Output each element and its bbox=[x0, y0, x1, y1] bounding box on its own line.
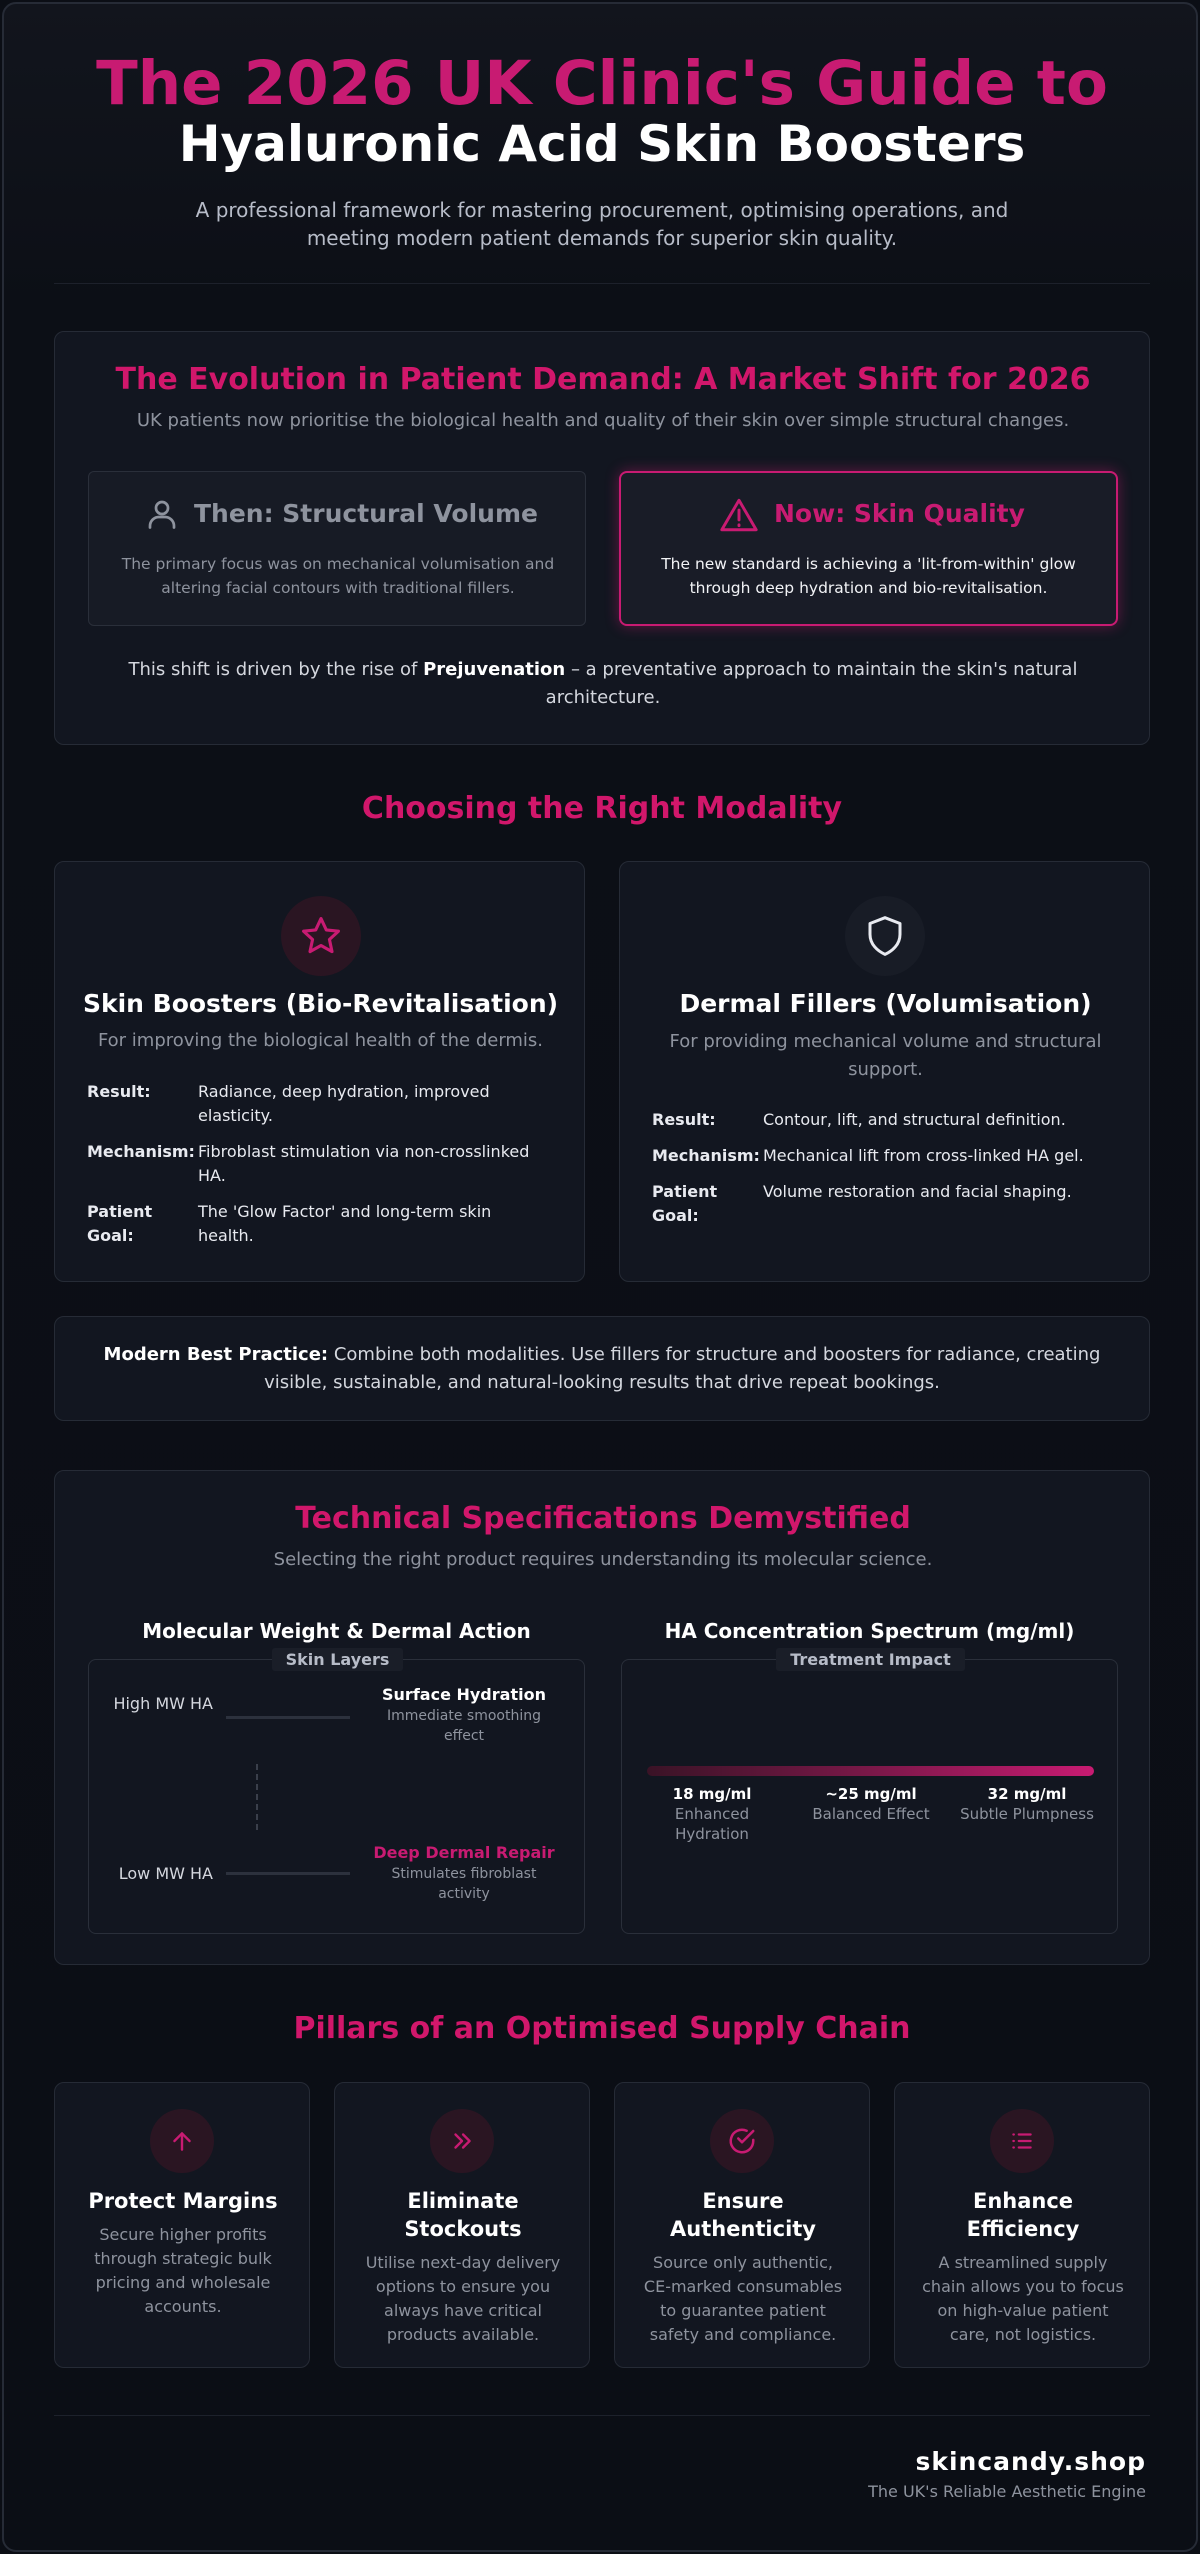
conc-diagram: Treatment Impact 18 mg/ml Enhanced Hydra… bbox=[621, 1648, 1118, 1934]
best-practice-text: Combine both modalities. Use fillers for… bbox=[264, 1344, 1101, 1393]
boosters-card: Skin Boosters (Bio-Revitalisation) For i… bbox=[54, 861, 585, 1282]
mw-diagram: Skin Layers High MW HA Surface Hydration… bbox=[88, 1648, 585, 1934]
deep-dermal-repair-sub: Stimulates fibroblast activity bbox=[391, 1866, 537, 1902]
pillar-body: A streamlined supply chain allows you to… bbox=[922, 2253, 1124, 2344]
double-chevron-right-icon bbox=[430, 2109, 494, 2173]
concentration-gradient-bar bbox=[647, 1766, 1094, 1776]
best-practice-box: Modern Best Practice: Combine both modal… bbox=[54, 1316, 1150, 1421]
deep-dermal-repair-title: Deep Dermal Repair bbox=[373, 1843, 555, 1862]
pillar-title: Enhance Efficiency bbox=[966, 2189, 1080, 2241]
boosters-title: Skin Boosters (Bio-Revitalisation) bbox=[82, 989, 559, 1018]
high-mw-connector bbox=[226, 1716, 350, 1719]
pillar-title: Protect Margins bbox=[88, 2189, 278, 2213]
high-mw-label: High MW HA bbox=[113, 1694, 213, 1713]
header-divider bbox=[54, 283, 1150, 284]
row-key: Patient Goal: bbox=[652, 1182, 718, 1225]
evolution-title: The Evolution in Patient Demand: A Marke… bbox=[115, 362, 1091, 397]
pillar-ensure-authenticity: Ensure Authenticity Source only authenti… bbox=[614, 2082, 870, 2368]
fillers-title: Dermal Fillers (Volumisation) bbox=[679, 989, 1092, 1018]
then-title: Then: Structural Volume bbox=[194, 499, 538, 528]
low-mw-connector bbox=[226, 1872, 350, 1875]
evolution-panel: The Evolution in Patient Demand: A Marke… bbox=[54, 331, 1150, 745]
now-title: Now: Skin Quality bbox=[774, 499, 1025, 528]
conc-label-18: Enhanced Hydration bbox=[674, 1805, 750, 1843]
specs-subtitle: Selecting the right product requires und… bbox=[273, 1549, 933, 1570]
brand-tagline: The UK's Reliable Aesthetic Engine bbox=[868, 2482, 1146, 2501]
boosters-subtitle: For improving the biological health of t… bbox=[97, 1030, 544, 1051]
pillar-title: Eliminate Stockouts bbox=[404, 2189, 522, 2241]
best-practice-label: Modern Best Practice: bbox=[103, 1344, 329, 1365]
pillar-body: Source only authentic, CE-marked consuma… bbox=[643, 2253, 843, 2344]
low-mw-label: Low MW HA bbox=[118, 1864, 213, 1883]
treatment-impact-tag: Treatment Impact bbox=[776, 1648, 965, 1671]
row-key: Result: bbox=[87, 1082, 151, 1101]
row-value: Volume restoration and facial shaping. bbox=[763, 1182, 1072, 1201]
surface-hydration-sub: Immediate smoothing effect bbox=[387, 1708, 541, 1744]
pillar-protect-margins: Protect Margins Secure higher profits th… bbox=[54, 2082, 310, 2368]
skin-layers-tag: Skin Layers bbox=[271, 1648, 404, 1671]
pillar-body: Utilise next-day delivery options to ens… bbox=[365, 2253, 561, 2344]
mw-title: Molecular Weight & Dermal Action bbox=[142, 1619, 531, 1643]
then-body: The primary focus was on mechanical volu… bbox=[121, 555, 555, 597]
row-key: Result: bbox=[652, 1110, 716, 1129]
row-key: Mechanism: bbox=[87, 1142, 195, 1161]
conc-label-32: Subtle Plumpness bbox=[960, 1805, 1094, 1823]
pillar-enhance-efficiency: Enhance Efficiency A streamlined supply … bbox=[894, 2082, 1150, 2368]
then-card: Then: Structural Volume The primary focu… bbox=[88, 471, 586, 626]
conc-label-25: Balanced Effect bbox=[812, 1805, 930, 1823]
row-value: Contour, lift, and structural definition… bbox=[763, 1110, 1066, 1129]
now-body: The new standard is achieving a 'lit-fro… bbox=[661, 555, 1076, 597]
note-bold: Prejuvenation bbox=[423, 659, 566, 680]
conc-value-18: 18 mg/ml bbox=[672, 1785, 752, 1803]
now-card: Now: Skin Quality The new standard is ac… bbox=[619, 471, 1118, 626]
list-icon bbox=[990, 2109, 1054, 2173]
row-value: The 'Glow Factor' and long-term skin hea… bbox=[198, 1202, 492, 1245]
warning-triangle-icon bbox=[719, 497, 759, 533]
pillars-title: Pillars of an Optimised Supply Chain bbox=[293, 2011, 911, 2046]
row-key: Patient Goal: bbox=[87, 1202, 153, 1245]
row-value: Fibroblast stimulation via non-crosslink… bbox=[198, 1142, 530, 1185]
pillar-eliminate-stockouts: Eliminate Stockouts Utilise next-day del… bbox=[334, 2082, 590, 2368]
surface-hydration-title: Surface Hydration bbox=[382, 1685, 546, 1704]
star-icon bbox=[281, 896, 361, 976]
row-value: Mechanical lift from cross-linked HA gel… bbox=[763, 1146, 1084, 1165]
pillar-title: Ensure Authenticity bbox=[670, 2189, 816, 2241]
user-icon bbox=[144, 496, 180, 532]
specs-title: Technical Specifications Demystified bbox=[295, 1501, 911, 1536]
page-lead: A professional framework for mastering p… bbox=[195, 198, 1009, 250]
row-value: Radiance, deep hydration, improved elast… bbox=[198, 1082, 490, 1125]
modality-title: Choosing the Right Modality bbox=[361, 791, 843, 826]
footer-divider bbox=[54, 2415, 1150, 2416]
note-text-after: – a preventative approach to maintain th… bbox=[545, 659, 1078, 708]
fillers-subtitle: For providing mechanical volume and stru… bbox=[669, 1031, 1102, 1080]
page-title-line-1: The 2026 UK Clinic's Guide to bbox=[96, 48, 1108, 119]
prejuvenation-note: This shift is driven by the rise of Prej… bbox=[115, 656, 1091, 712]
check-circle-icon bbox=[710, 2109, 774, 2173]
evolution-subtitle: UK patients now prioritise the biologica… bbox=[136, 410, 1070, 431]
fillers-card: Dermal Fillers (Volumisation) For provid… bbox=[619, 861, 1150, 1282]
page-title-line-2: Hyaluronic Acid Skin Boosters bbox=[178, 115, 1026, 173]
arrow-up-icon bbox=[150, 2109, 214, 2173]
conc-title: HA Concentration Spectrum (mg/ml) bbox=[664, 1619, 1075, 1643]
specs-panel: Technical Specifications Demystified Sel… bbox=[54, 1470, 1150, 1965]
conc-value-25: ~25 mg/ml bbox=[825, 1785, 917, 1803]
shield-icon bbox=[845, 896, 925, 976]
pillar-body: Secure higher profits through strategic … bbox=[94, 2225, 272, 2316]
conc-value-32: 32 mg/ml bbox=[987, 1785, 1067, 1803]
row-key: Mechanism: bbox=[652, 1146, 760, 1165]
depth-dashed-line bbox=[256, 1764, 258, 1830]
note-text-before: This shift is driven by the rise of bbox=[128, 659, 424, 680]
brand-name: skincandy.shop bbox=[915, 2447, 1146, 2476]
